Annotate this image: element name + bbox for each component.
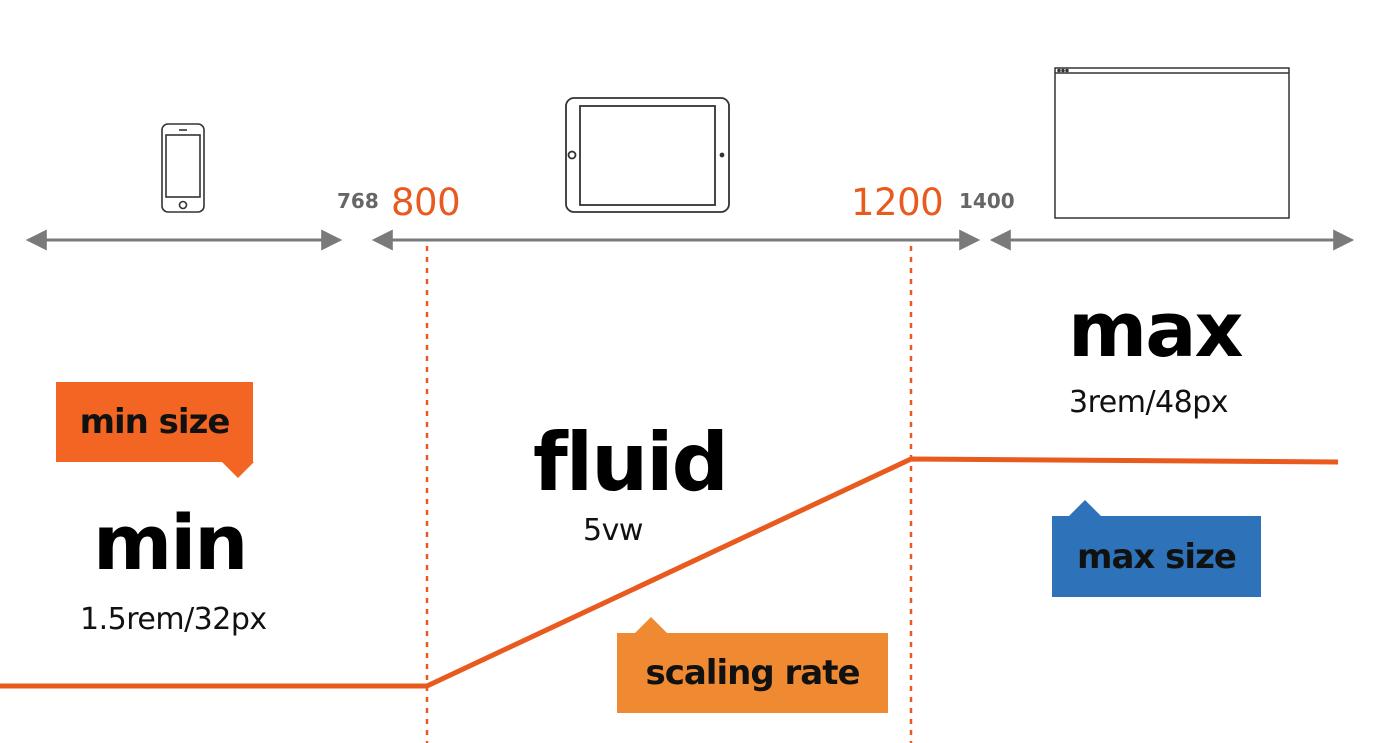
scaling-rate-callout: scaling rate [617,617,888,713]
min-size-callout: min size [56,382,254,478]
min-value: 1.5rem/32px [80,602,267,637]
desktop-browser-icon [1054,67,1290,219]
min-heading: min [93,498,248,587]
breakpoint-label-768: 768 [337,189,379,213]
min-size-label: min size [79,402,231,442]
max-value: 3rem/48px [1069,385,1229,420]
font-size-curve [0,456,1339,689]
max-size-label: max size [1077,536,1237,577]
fluid-heading: fluid [533,416,729,509]
tablet-icon [565,97,730,213]
breakpoint-label-1400: 1400 [959,189,1015,213]
fluid-value: 5vw [583,513,643,548]
callout-tail [1069,500,1101,516]
callout-tail [635,617,667,633]
max-heading: max [1068,285,1243,374]
breakpoint-label-800: 800 [391,181,461,224]
phone-icon [161,123,205,213]
max-size-callout: max size [1052,500,1261,597]
scaling-rate-label: scaling rate [645,653,860,693]
breakpoint-label-1200: 1200 [851,181,944,224]
callout-tail [222,462,254,478]
